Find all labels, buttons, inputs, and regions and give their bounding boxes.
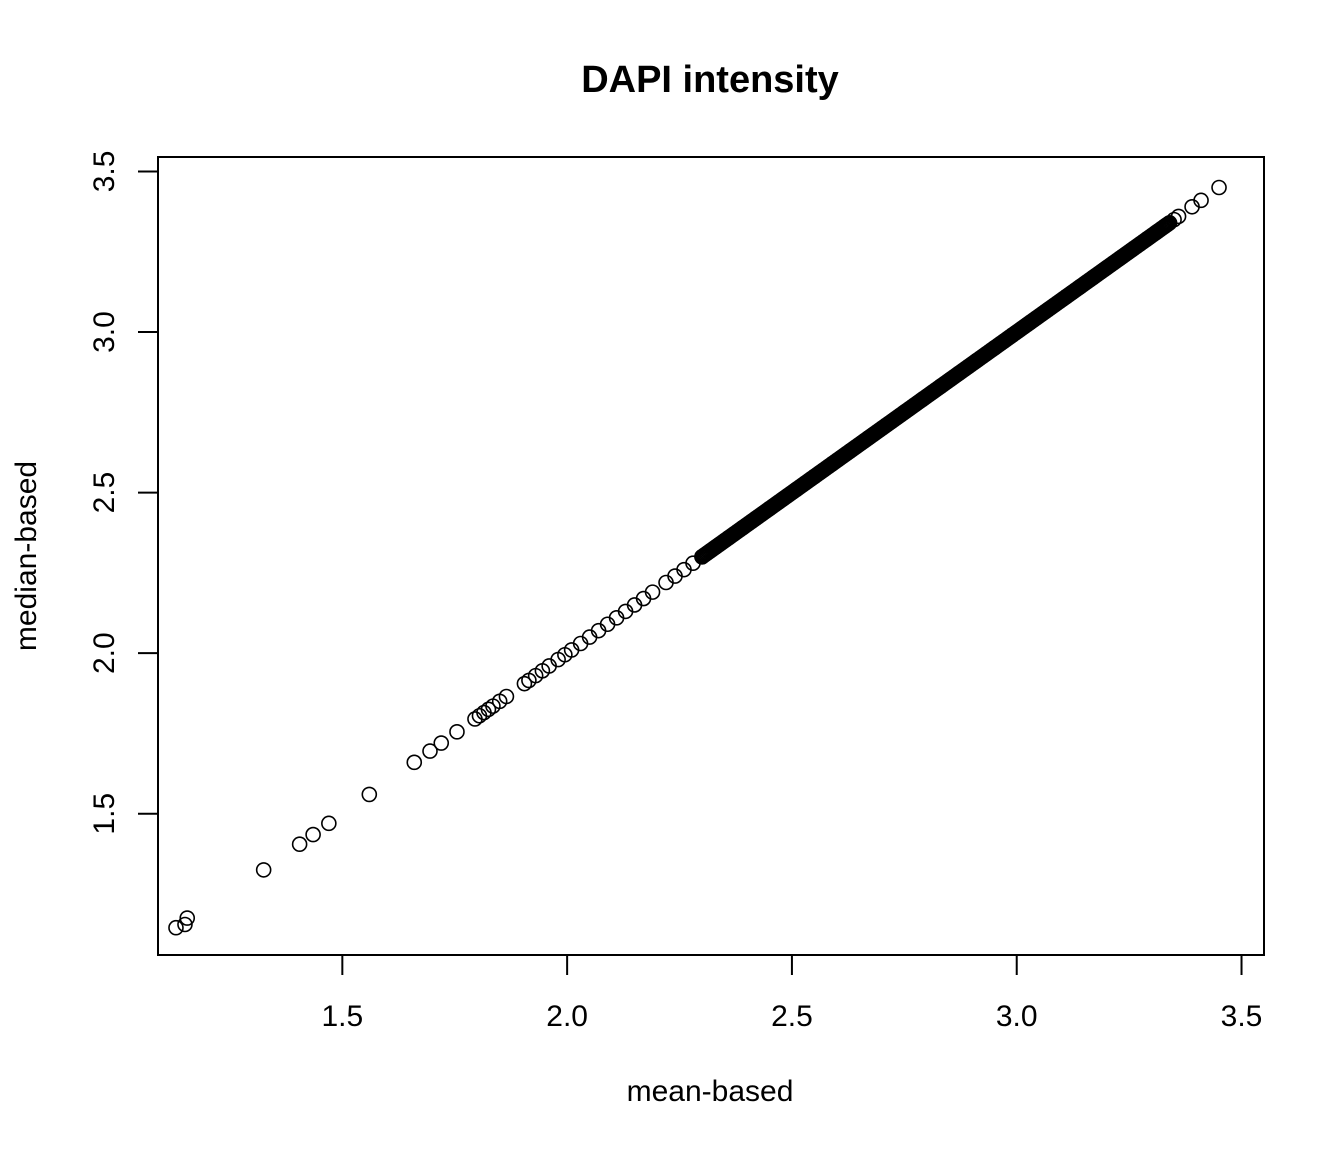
chart-title: DAPI intensity [581, 59, 839, 101]
data-point [291, 836, 308, 853]
y-axis: 1.5 2.0 2.5 3.0 3.5 [88, 151, 159, 835]
data-point [168, 919, 184, 936]
x-tick-label: 3.5 [1221, 1000, 1263, 1033]
data-point [1193, 192, 1209, 209]
x-axis-label: mean-based [627, 1075, 794, 1108]
data-point [449, 724, 465, 740]
x-tick-label: 3.0 [996, 1000, 1038, 1033]
data-point [179, 910, 196, 926]
data-point [498, 688, 515, 705]
x-tick-label: 2.0 [546, 1000, 588, 1033]
data-point [177, 916, 193, 933]
data-points [168, 179, 1227, 936]
y-tick-label: 2.0 [88, 632, 121, 674]
data-point [406, 754, 423, 771]
data-point [480, 701, 497, 718]
data-point [255, 862, 272, 878]
data-point [1211, 179, 1227, 196]
y-tick-label: 2.5 [88, 472, 121, 514]
x-tick-label: 1.5 [321, 1000, 363, 1033]
y-tick-label: 3.0 [88, 311, 121, 353]
data-point [516, 675, 533, 692]
data-point [305, 826, 321, 843]
x-tick-label: 2.5 [771, 1000, 813, 1033]
y-axis-label: median-based [10, 461, 43, 651]
data-point [361, 786, 378, 803]
x-axis: 1.5 2.0 2.5 3.0 3.5 [321, 954, 1263, 1033]
data-point [1161, 215, 1178, 231]
data-point [422, 743, 438, 759]
data-point [321, 815, 337, 832]
y-tick-label: 1.5 [88, 793, 121, 835]
data-point [433, 735, 450, 751]
y-tick-label: 3.5 [88, 151, 121, 193]
data-point [644, 584, 661, 600]
